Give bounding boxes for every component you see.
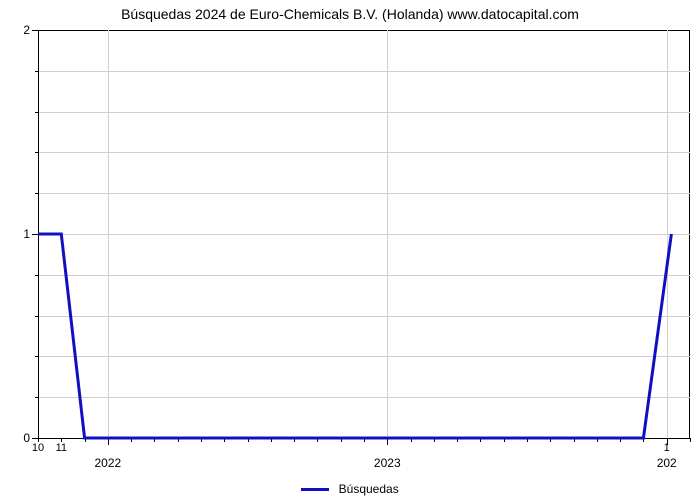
chart-container: Búsquedas 2024 de Euro-Chemicals B.V. (H…	[0, 0, 700, 500]
series-line	[0, 0, 700, 500]
